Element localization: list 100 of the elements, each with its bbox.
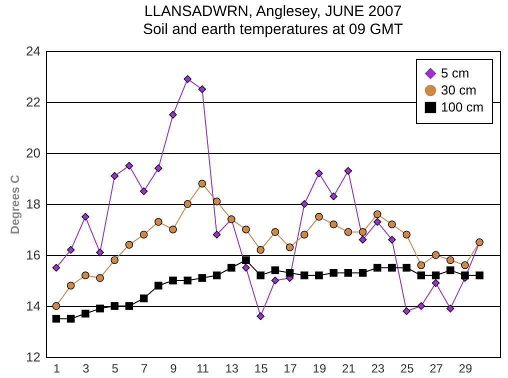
point bbox=[198, 180, 206, 188]
legend-label: 100 cm bbox=[441, 100, 484, 114]
point bbox=[388, 220, 396, 228]
point bbox=[373, 264, 382, 272]
point bbox=[82, 272, 90, 280]
x-tick-label: 13 bbox=[225, 362, 239, 376]
point bbox=[82, 310, 90, 318]
x-tick-label: 1 bbox=[53, 362, 60, 376]
point bbox=[66, 314, 75, 323]
point bbox=[271, 266, 280, 274]
point bbox=[446, 266, 454, 274]
point bbox=[154, 218, 162, 226]
point bbox=[300, 200, 308, 208]
point bbox=[184, 75, 192, 83]
point bbox=[358, 236, 367, 244]
point bbox=[300, 272, 308, 280]
x-tick-label: 29 bbox=[458, 362, 472, 376]
point bbox=[330, 192, 338, 200]
point bbox=[417, 261, 426, 270]
point bbox=[461, 261, 469, 270]
point bbox=[154, 282, 162, 290]
point bbox=[242, 256, 250, 264]
x-tick-label: 17 bbox=[284, 362, 298, 376]
y-tick-label: 12 bbox=[26, 350, 40, 364]
point bbox=[184, 200, 192, 208]
point bbox=[344, 268, 352, 277]
point bbox=[110, 256, 118, 264]
legend-label: 30 cm bbox=[441, 82, 476, 98]
point bbox=[286, 268, 294, 277]
point bbox=[66, 282, 75, 290]
point bbox=[212, 272, 221, 280]
x-tick-label: 27 bbox=[430, 362, 444, 376]
x-tick-label: 15 bbox=[254, 362, 268, 376]
point bbox=[271, 276, 280, 284]
point bbox=[432, 279, 440, 287]
point bbox=[388, 264, 396, 272]
point bbox=[330, 220, 338, 228]
point bbox=[198, 274, 206, 282]
point bbox=[169, 110, 177, 119]
x-tick-label: 11 bbox=[196, 362, 210, 376]
point bbox=[446, 256, 454, 264]
x-tick-label: 25 bbox=[400, 362, 414, 376]
point bbox=[373, 210, 382, 218]
point bbox=[344, 228, 352, 236]
point bbox=[256, 272, 264, 280]
x-tick-label: 5 bbox=[112, 362, 119, 376]
point bbox=[242, 264, 250, 272]
point bbox=[242, 226, 250, 234]
point bbox=[96, 248, 104, 256]
point bbox=[110, 172, 118, 180]
point bbox=[417, 302, 426, 310]
y-axis-title: Degrees C bbox=[8, 174, 22, 234]
point bbox=[388, 236, 396, 244]
point bbox=[300, 230, 308, 238]
point bbox=[82, 212, 90, 221]
point bbox=[169, 276, 177, 284]
point bbox=[110, 302, 118, 310]
point bbox=[52, 264, 60, 272]
point bbox=[228, 264, 236, 272]
point bbox=[140, 230, 148, 238]
point bbox=[402, 307, 410, 315]
point bbox=[446, 304, 454, 312]
point bbox=[358, 268, 367, 277]
x-tick-label: 19 bbox=[312, 362, 326, 376]
point bbox=[125, 302, 134, 310]
point bbox=[96, 304, 104, 312]
point bbox=[476, 272, 484, 280]
x-tick-label: 21 bbox=[342, 362, 356, 376]
point bbox=[461, 272, 469, 280]
point bbox=[212, 198, 221, 206]
point bbox=[154, 164, 162, 172]
y-tick-label: 24 bbox=[26, 44, 40, 58]
point bbox=[402, 230, 410, 238]
point bbox=[140, 294, 148, 302]
point bbox=[271, 228, 280, 236]
point bbox=[432, 251, 440, 259]
point bbox=[125, 240, 134, 249]
point bbox=[344, 166, 352, 175]
y-tick-label: 14 bbox=[26, 298, 40, 314]
legend-label: 5 cm bbox=[441, 66, 470, 80]
point bbox=[402, 264, 410, 272]
point bbox=[140, 187, 148, 196]
point bbox=[198, 85, 206, 94]
point bbox=[432, 272, 440, 280]
point bbox=[256, 312, 264, 320]
point bbox=[212, 230, 221, 238]
point bbox=[184, 276, 192, 284]
point bbox=[373, 218, 382, 226]
point bbox=[330, 268, 338, 277]
y-tick-label: 20 bbox=[26, 146, 40, 160]
point bbox=[286, 243, 294, 252]
point bbox=[315, 212, 323, 221]
point bbox=[169, 226, 177, 234]
y-tick-label: 22 bbox=[26, 94, 40, 110]
point bbox=[315, 272, 323, 280]
x-tick-label: 3 bbox=[82, 362, 90, 376]
point bbox=[125, 162, 134, 170]
x-tick-label: 7 bbox=[140, 362, 148, 376]
point bbox=[256, 246, 264, 254]
point bbox=[52, 314, 60, 323]
